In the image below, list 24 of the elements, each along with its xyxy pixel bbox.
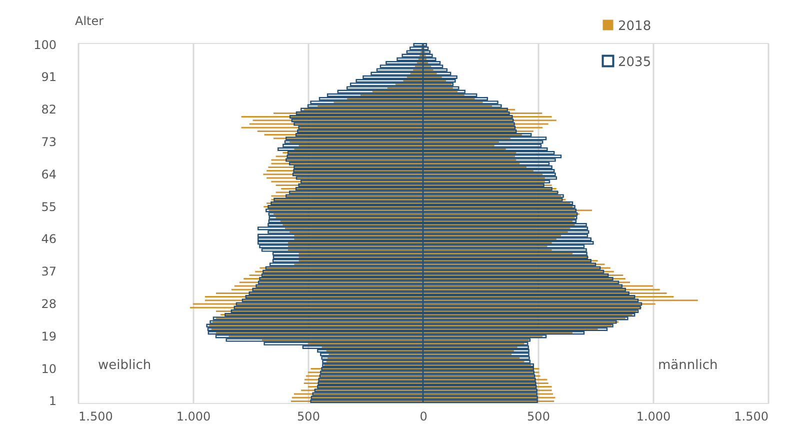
y-tick-label: 91	[41, 70, 56, 84]
x-tick-label: 1.500	[734, 410, 768, 424]
annotation: weiblich	[98, 358, 152, 373]
x-tick-label: 500	[297, 410, 320, 424]
y-tick-label: 46	[41, 232, 56, 246]
x-tick-label: 0	[420, 410, 428, 424]
y-tick-label: 100	[34, 38, 56, 52]
y-tick-label: 73	[41, 135, 56, 149]
y-tick-label: 19	[41, 329, 56, 344]
legend-label: 2035	[618, 55, 652, 70]
y-tick-label: 82	[41, 102, 56, 117]
y-tick-label: 55	[41, 200, 56, 214]
x-tick-label: 1.500	[78, 410, 113, 424]
x-tick-label: 1.000	[176, 410, 211, 424]
y-tick-label: 64	[41, 167, 56, 182]
legend-label: 2018	[618, 19, 652, 34]
y-tick-label: 28	[41, 297, 56, 311]
x-tick-label: 1.000	[636, 410, 671, 424]
annotation: männlich	[658, 358, 718, 373]
y-tick-label: 10	[41, 362, 56, 376]
x-tick-label: 500	[527, 410, 550, 424]
y-tick-label: 37	[41, 264, 56, 279]
y-tick-label: 1	[48, 394, 56, 408]
y-axis-title: Alter	[75, 14, 104, 28]
